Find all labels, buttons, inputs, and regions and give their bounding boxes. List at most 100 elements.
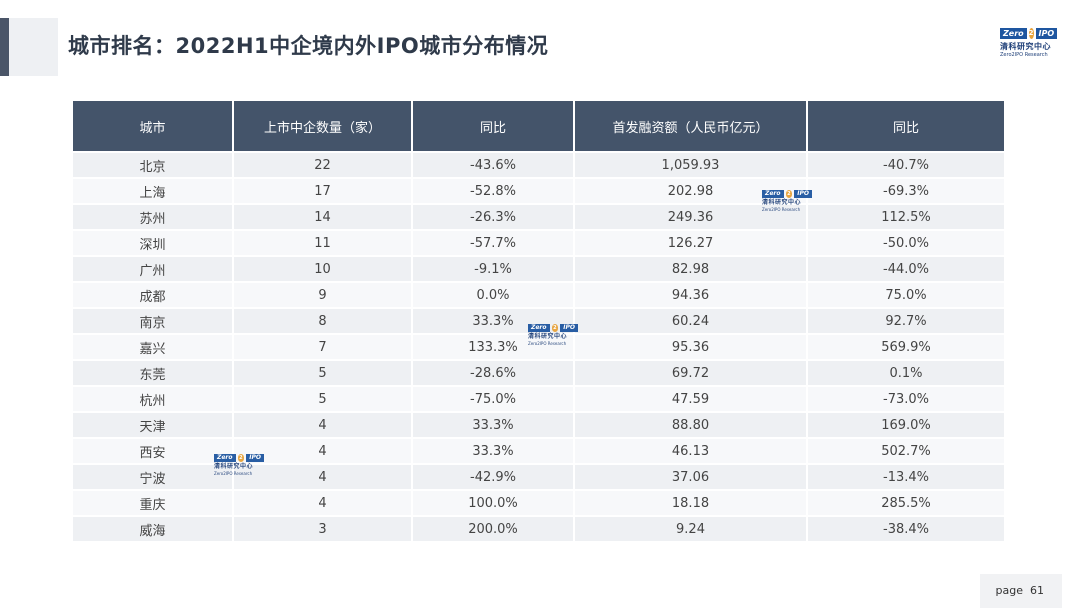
watermark-brand-right: IPO	[246, 454, 264, 462]
table-row: 广州 10 -9.1% 82.98 -44.0%	[73, 257, 1004, 283]
watermark-name-cn: 清科研究中心	[214, 463, 254, 470]
cell-count-yoy: -28.6%	[413, 361, 573, 387]
cell-listed-count: 4	[234, 413, 411, 439]
cell-ipo-amount: 18.18	[575, 491, 806, 517]
cell-ipo-amount: 88.80	[575, 413, 806, 439]
cell-city: 南京	[73, 309, 232, 335]
table-row: 北京 22 -43.6% 1,059.93 -40.7%	[73, 153, 1004, 179]
page-number: page 61	[996, 584, 1044, 597]
header-ipo-amount: 首发融资额（人民币亿元）	[575, 101, 806, 153]
cell-ipo-amount: 47.59	[575, 387, 806, 413]
cell-amount-yoy: 75.0%	[808, 283, 1004, 309]
watermark-name-en: Zero2IPO Research	[528, 341, 567, 346]
cell-amount-yoy: -40.7%	[808, 153, 1004, 179]
cell-city: 成都	[73, 283, 232, 309]
cell-amount-yoy: 502.7%	[808, 439, 1004, 465]
cell-city: 苏州	[73, 205, 232, 231]
cell-amount-yoy: 285.5%	[808, 491, 1004, 517]
cell-city: 广州	[73, 257, 232, 283]
cell-ipo-amount: 94.36	[575, 283, 806, 309]
page-title: 城市排名：2022H1中企境内外IPO城市分布情况	[68, 34, 549, 58]
cell-count-yoy: 33.3%	[413, 439, 573, 465]
page-number-value: 61	[1030, 584, 1044, 597]
header-count-yoy: 同比	[413, 101, 573, 153]
cell-city: 威海	[73, 517, 232, 543]
title-background	[0, 18, 58, 76]
table-row: 杭州 5 -75.0% 47.59 -73.0%	[73, 387, 1004, 413]
table-row: 西安 4 33.3% 46.13 502.7%	[73, 439, 1004, 465]
table-row: 威海 3 200.0% 9.24 -38.4%	[73, 517, 1004, 543]
table-row: 东莞 5 -28.6% 69.72 0.1%	[73, 361, 1004, 387]
table-row: 上海 17 -52.8% 202.98 -69.3%	[73, 179, 1004, 205]
cell-city: 宁波	[73, 465, 232, 491]
cell-count-yoy: -43.6%	[413, 153, 573, 179]
watermark-logo: Zero 2 IPO 清科研究中心 Zero2IPO Research	[528, 324, 578, 354]
watermark-brand-mid: 2	[237, 454, 245, 462]
watermark-brand-left: Zero	[762, 190, 784, 198]
watermark-brand-mid: 2	[785, 190, 793, 198]
cell-amount-yoy: -38.4%	[808, 517, 1004, 543]
cell-count-yoy: -42.9%	[413, 465, 573, 491]
page-label: page	[995, 584, 1023, 597]
cell-listed-count: 17	[234, 179, 411, 205]
cell-amount-yoy: 0.1%	[808, 361, 1004, 387]
cell-listed-count: 22	[234, 153, 411, 179]
cell-count-yoy: -75.0%	[413, 387, 573, 413]
watermark-brand-left: Zero	[528, 324, 550, 332]
cell-count-yoy: 33.3%	[413, 413, 573, 439]
logo-brand-mid: 2	[1028, 28, 1034, 39]
logo-name-cn: 清科研究中心	[1000, 42, 1051, 51]
cell-city: 东莞	[73, 361, 232, 387]
cell-city: 杭州	[73, 387, 232, 413]
watermark-name-cn: 清科研究中心	[762, 199, 802, 206]
city-ipo-table: 城市 上市中企数量（家） 同比 首发融资额（人民币亿元） 同比 北京 22 -43.…	[71, 101, 1006, 543]
table-row: 苏州 14 -26.3% 249.36 112.5%	[73, 205, 1004, 231]
table-row: 天津 4 33.3% 88.80 169.0%	[73, 413, 1004, 439]
cell-count-yoy: 0.0%	[413, 283, 573, 309]
cell-count-yoy: 200.0%	[413, 517, 573, 543]
cell-listed-count: 7	[234, 335, 411, 361]
cell-city: 天津	[73, 413, 232, 439]
cell-listed-count: 14	[234, 205, 411, 231]
cell-amount-yoy: -50.0%	[808, 231, 1004, 257]
title-accent-bar	[0, 18, 9, 76]
cell-amount-yoy: 92.7%	[808, 309, 1004, 335]
watermark-logo: Zero 2 IPO 清科研究中心 Zero2IPO Research	[214, 454, 264, 484]
cell-ipo-amount: 82.98	[575, 257, 806, 283]
table-row: 重庆 4 100.0% 18.18 285.5%	[73, 491, 1004, 517]
cell-amount-yoy: 569.9%	[808, 335, 1004, 361]
cell-listed-count: 11	[234, 231, 411, 257]
cell-city: 重庆	[73, 491, 232, 517]
cell-ipo-amount: 126.27	[575, 231, 806, 257]
watermark-brand-right: IPO	[794, 190, 812, 198]
cell-listed-count: 9	[234, 283, 411, 309]
cell-count-yoy: -9.1%	[413, 257, 573, 283]
cell-count-yoy: -52.8%	[413, 179, 573, 205]
table-row: 成都 9 0.0% 94.36 75.0%	[73, 283, 1004, 309]
watermark-name-en: Zero2IPO Research	[214, 471, 253, 476]
header-city: 城市	[73, 101, 232, 153]
watermark-name-cn: 清科研究中心	[528, 333, 568, 340]
logo-name-en: Zero2IPO Research	[1000, 52, 1048, 58]
watermark-brand-left: Zero	[214, 454, 236, 462]
cell-amount-yoy: -44.0%	[808, 257, 1004, 283]
header-amount-yoy: 同比	[808, 101, 1004, 153]
cell-city: 深圳	[73, 231, 232, 257]
cell-amount-yoy: 169.0%	[808, 413, 1004, 439]
cell-ipo-amount: 37.06	[575, 465, 806, 491]
cell-ipo-amount: 95.36	[575, 335, 806, 361]
cell-ipo-amount: 1,059.93	[575, 153, 806, 179]
cell-amount-yoy: 112.5%	[808, 205, 1004, 231]
cell-city: 西安	[73, 439, 232, 465]
header-listed-count: 上市中企数量（家）	[234, 101, 411, 153]
watermark-brand-mid: 2	[551, 324, 559, 332]
watermark-logo: Zero 2 IPO 清科研究中心 Zero2IPO Research	[762, 190, 812, 220]
cell-count-yoy: -26.3%	[413, 205, 573, 231]
cell-listed-count: 10	[234, 257, 411, 283]
cell-ipo-amount: 249.36	[575, 205, 806, 231]
cell-ipo-amount: 9.24	[575, 517, 806, 543]
table-row: 深圳 11 -57.7% 126.27 -50.0%	[73, 231, 1004, 257]
page-footer-box	[980, 574, 1062, 608]
table-header-row: 城市 上市中企数量（家） 同比 首发融资额（人民币亿元） 同比	[73, 101, 1004, 153]
cell-amount-yoy: -13.4%	[808, 465, 1004, 491]
